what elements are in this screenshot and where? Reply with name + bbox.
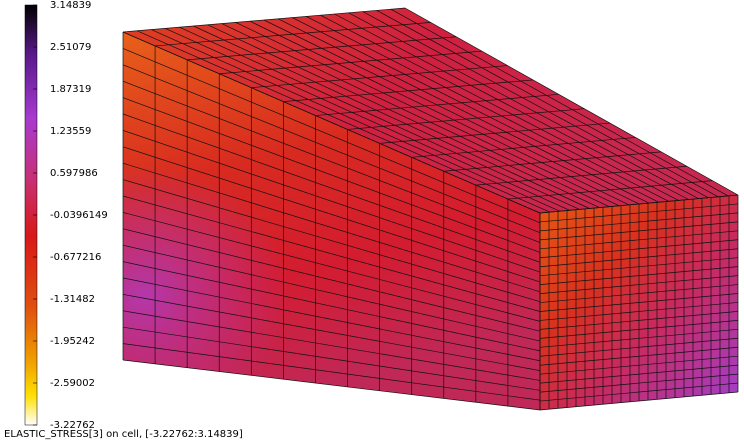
colorbar-label: -2.59002 xyxy=(50,378,95,389)
colorbar-label: 0.597986 xyxy=(50,168,98,179)
colorbar-label: 1.23559 xyxy=(50,126,91,137)
colorbar-label: -1.95242 xyxy=(50,336,95,347)
colorbar-label: 3.14839 xyxy=(50,0,91,11)
colorbar-label: 1.87319 xyxy=(50,84,91,95)
colorbar-labels: 3.14839 2.51079 1.87319 1.23559 0.597986 -0.0… xyxy=(33,0,108,431)
colorbar-label: 2.51079 xyxy=(50,42,91,53)
caption: ELASTIC_STRESS[3] on cell, [-3.22762:3.1… xyxy=(4,429,243,440)
colorbar-label: -0.677216 xyxy=(50,252,101,263)
colorbar-label: -1.31482 xyxy=(50,294,95,305)
colorbar-label: -0.0396149 xyxy=(50,210,108,221)
viewer: 3.14839 2.51079 1.87319 1.23559 0.597986 -0.0… xyxy=(0,0,744,442)
